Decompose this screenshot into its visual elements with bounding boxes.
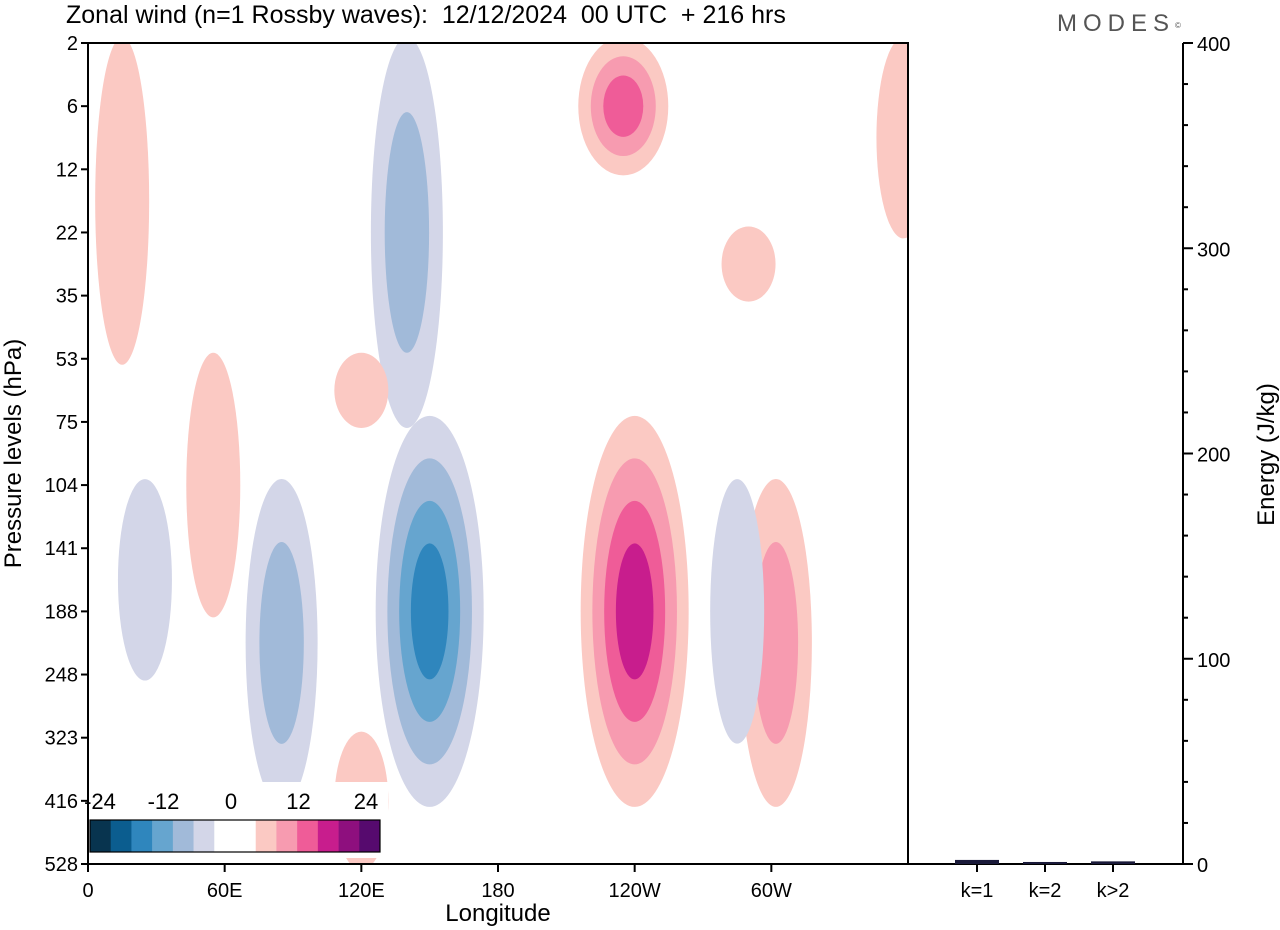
wind-anomaly-negative-9-level-2 [384,112,430,353]
colorbar-swatch [193,820,215,852]
colorbar-swatch [152,820,174,852]
heatmap-plot-area [88,43,908,864]
y-tick-label: 141 [45,538,78,560]
energy-y-tick-label: 300 [1197,239,1230,261]
y-tick-label: 528 [45,854,78,876]
wind-anomaly-positive-10-level-1 [334,352,389,428]
y-tick-label: 323 [45,728,78,750]
colorbar-swatch [276,820,298,852]
y-tick-label: 35 [56,286,78,308]
energy-axis-title: Energy (J/kg) [1253,383,1280,526]
colorbar-swatch [255,820,277,852]
colorbar-label: 24 [354,789,378,814]
wind-anomaly-negative-2-level-1 [117,479,172,681]
wind-anomaly-positive-12-level-1 [721,226,776,302]
wind-anomaly-positive-13-level-1 [876,43,908,239]
wind-anomaly-positive-5-level-4 [615,543,654,680]
energy-bar-1 [955,859,999,864]
colorbar-swatch [235,820,257,852]
colorbar-swatch [317,820,339,852]
wind-anomaly-positive-6-level-3 [603,75,644,137]
y-tick-label: 248 [45,665,78,687]
y-tick-label: 416 [45,791,78,813]
y-tick-label: 53 [56,349,78,371]
wind-anomaly-negative-4-level-4 [410,543,449,680]
y-tick-label: 75 [56,412,78,434]
energy-category-label: k=1 [961,880,994,902]
y-tick-label: 22 [56,222,78,244]
y-tick-label: 104 [45,475,78,497]
modes-logo: MODES© [1057,10,1181,38]
colorbar-label: 12 [286,789,310,814]
colorbar-label: -24 [84,789,116,814]
colorbar-swatch [297,820,319,852]
y-tick-label: 6 [67,96,78,118]
x-tick-label: 120W [609,880,661,902]
x-tick-label: 180 [481,880,514,902]
colorbar-swatch [359,820,381,852]
energy-bar-3 [1091,861,1135,864]
colorbar-label: -12 [148,789,180,814]
y-tick-label: 12 [56,159,78,181]
energy-y-tick-label: 100 [1197,650,1230,672]
colorbar-border [89,819,381,853]
logo-mark: © [1175,21,1181,30]
x-tick-label: 120E [338,880,385,902]
colorbar-swatch [110,820,132,852]
colorbar: -24 -12 0 12 24 [84,782,388,858]
energy-y-tick-label: 200 [1197,445,1230,467]
x-tick-label: 60E [207,880,243,902]
wind-anomaly-negative-3-level-2 [259,542,304,744]
x-tick-label: 60W [751,880,792,902]
wind-anomaly-positive-7-level-2 [753,542,799,744]
chart-title: Zonal wind (n=1 Rossby waves): 12/12/202… [66,1,786,29]
colorbar-swatch [90,820,112,852]
wind-anomaly-positive-0-level-1 [95,43,150,365]
y-tick-label: 188 [45,601,78,623]
energy-y-tick-label: 0 [1197,855,1208,877]
wind-anomaly-positive-1-level-1 [186,352,241,618]
colorbar-swatch [172,820,194,852]
y-tick-label: 2 [67,33,78,55]
x-axis-title: Longitude [445,900,550,927]
colorbar-swatch [214,820,236,852]
colorbar-swatch [338,820,360,852]
colorbar-swatch [131,820,153,852]
energy-category-label: k>2 [1097,880,1130,902]
energy-category-label: k=2 [1029,880,1062,902]
wind-anomaly-negative-8-level-1 [710,479,765,744]
colorbar-label: 0 [225,789,237,814]
energy-bar-2 [1023,861,1067,864]
x-tick-label: 0 [82,880,93,902]
y-axis-title: Pressure levels (hPa) [0,339,27,568]
energy-y-tick-label: 400 [1197,34,1230,56]
logo-text: MODES [1057,10,1176,37]
energy-bar-chart: 0 100 200 300 400 k=1 k=2 k>2 Energy (J/kg) [908,34,1280,902]
